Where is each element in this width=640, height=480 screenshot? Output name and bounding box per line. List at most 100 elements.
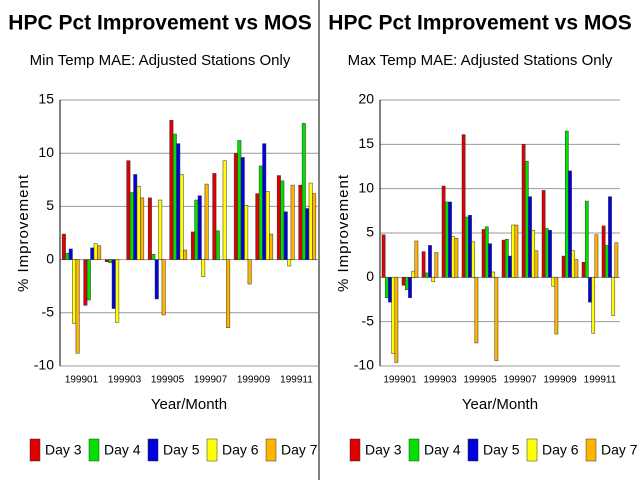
legend-swatch bbox=[88, 438, 100, 462]
bar bbox=[504, 238, 509, 278]
bar bbox=[197, 195, 202, 260]
legend-swatch bbox=[467, 438, 479, 462]
y-tick-label: 15 bbox=[38, 91, 54, 107]
legend-label: Day 7 bbox=[281, 442, 318, 458]
bar bbox=[544, 228, 549, 278]
bar bbox=[212, 173, 217, 260]
x-tick-label: 199909 bbox=[237, 375, 271, 386]
bar bbox=[611, 277, 616, 316]
bar bbox=[548, 230, 552, 278]
bar bbox=[534, 250, 539, 278]
bar bbox=[133, 174, 138, 260]
y-axis-label: % Improvement bbox=[15, 174, 32, 292]
bar bbox=[388, 277, 392, 303]
legend-label: Day 3 bbox=[45, 442, 82, 458]
bar bbox=[391, 277, 396, 354]
legend-swatch bbox=[408, 438, 420, 462]
bar bbox=[140, 197, 145, 260]
bar bbox=[614, 242, 619, 278]
legend-label: Day 4 bbox=[104, 442, 141, 458]
bar bbox=[468, 215, 472, 278]
y-axis-label: % Improvement bbox=[335, 174, 352, 292]
bar bbox=[551, 277, 556, 287]
bar bbox=[269, 233, 274, 260]
bar bbox=[93, 243, 98, 260]
bar bbox=[65, 252, 70, 260]
bar bbox=[574, 259, 579, 278]
bar bbox=[524, 160, 529, 278]
legend-label: Day 3 bbox=[365, 442, 402, 458]
x-tick-label: 199901 bbox=[383, 375, 417, 386]
y-tick-label: -10 bbox=[354, 357, 374, 373]
bar bbox=[384, 277, 389, 298]
bar bbox=[194, 199, 199, 260]
y-tick-label: -5 bbox=[42, 304, 55, 320]
bar bbox=[564, 130, 569, 278]
bar bbox=[521, 144, 526, 278]
bar bbox=[151, 254, 156, 260]
y-tick-label: 0 bbox=[366, 268, 374, 284]
bar bbox=[276, 175, 281, 260]
bar bbox=[115, 259, 120, 323]
legend-label: Day 7 bbox=[601, 442, 638, 458]
bar bbox=[491, 271, 496, 278]
bar bbox=[511, 224, 516, 278]
bar bbox=[255, 193, 260, 260]
bar bbox=[147, 197, 152, 260]
bar bbox=[508, 255, 512, 278]
bar bbox=[108, 259, 113, 264]
bar bbox=[528, 196, 532, 278]
x-tick-label: 199911 bbox=[280, 375, 313, 386]
bar bbox=[541, 190, 546, 278]
x-tick-label: 199909 bbox=[543, 375, 577, 386]
bar bbox=[226, 259, 231, 328]
bar bbox=[265, 191, 270, 260]
bar bbox=[305, 208, 310, 260]
bar bbox=[154, 259, 159, 300]
bar bbox=[204, 183, 209, 260]
bar bbox=[258, 165, 263, 260]
bar bbox=[136, 185, 141, 260]
legend-swatch bbox=[147, 438, 159, 462]
bar bbox=[431, 277, 436, 283]
legend-label: Day 5 bbox=[163, 442, 200, 458]
legend-label: Day 6 bbox=[222, 442, 259, 458]
bar bbox=[561, 255, 566, 278]
chart-subtitle: Max Temp MAE: Adjusted Stations Only bbox=[348, 52, 613, 69]
bar bbox=[554, 277, 559, 335]
bar bbox=[604, 245, 609, 278]
x-tick-label: 199905 bbox=[463, 375, 497, 386]
bar bbox=[72, 259, 77, 324]
bar bbox=[86, 259, 91, 301]
x-tick-label: 199903 bbox=[423, 375, 457, 386]
bar bbox=[247, 259, 252, 285]
legend-swatch bbox=[265, 438, 277, 462]
bar bbox=[608, 196, 612, 278]
bar bbox=[183, 249, 188, 260]
bar bbox=[280, 180, 285, 260]
bar bbox=[404, 277, 409, 290]
bar bbox=[201, 259, 206, 277]
bar bbox=[428, 245, 432, 278]
legend-label: Day 4 bbox=[424, 442, 461, 458]
bar bbox=[444, 201, 449, 278]
bar bbox=[451, 236, 456, 278]
bar bbox=[126, 160, 131, 260]
bar bbox=[568, 170, 572, 278]
bar bbox=[474, 277, 479, 344]
chart-title: HPC Pct Improvement vs MOS bbox=[328, 12, 631, 35]
x-tick-label: 199907 bbox=[503, 375, 537, 386]
bar bbox=[301, 123, 306, 260]
bar bbox=[237, 140, 242, 260]
bar bbox=[244, 205, 249, 260]
bar bbox=[308, 182, 313, 260]
bar bbox=[531, 230, 536, 278]
bar bbox=[104, 259, 109, 262]
bar bbox=[601, 225, 606, 278]
y-tick-label: -5 bbox=[362, 312, 375, 328]
chart-subtitle: Min Temp MAE: Adjusted Stations Only bbox=[30, 52, 291, 69]
bar bbox=[488, 243, 492, 278]
bar bbox=[190, 231, 195, 260]
x-tick-label: 199907 bbox=[194, 375, 228, 386]
bar bbox=[222, 160, 227, 260]
